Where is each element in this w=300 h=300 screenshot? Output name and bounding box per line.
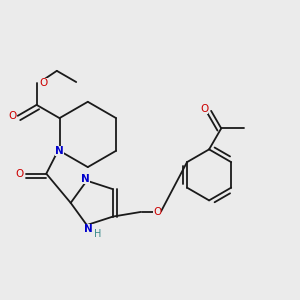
Text: O: O bbox=[39, 77, 48, 88]
Text: N: N bbox=[84, 224, 93, 234]
Text: O: O bbox=[15, 169, 23, 179]
Text: H: H bbox=[94, 229, 101, 239]
Text: O: O bbox=[8, 111, 16, 121]
Text: N: N bbox=[55, 146, 64, 156]
Text: N: N bbox=[81, 174, 90, 184]
Text: O: O bbox=[153, 207, 161, 217]
Text: O: O bbox=[200, 104, 208, 114]
